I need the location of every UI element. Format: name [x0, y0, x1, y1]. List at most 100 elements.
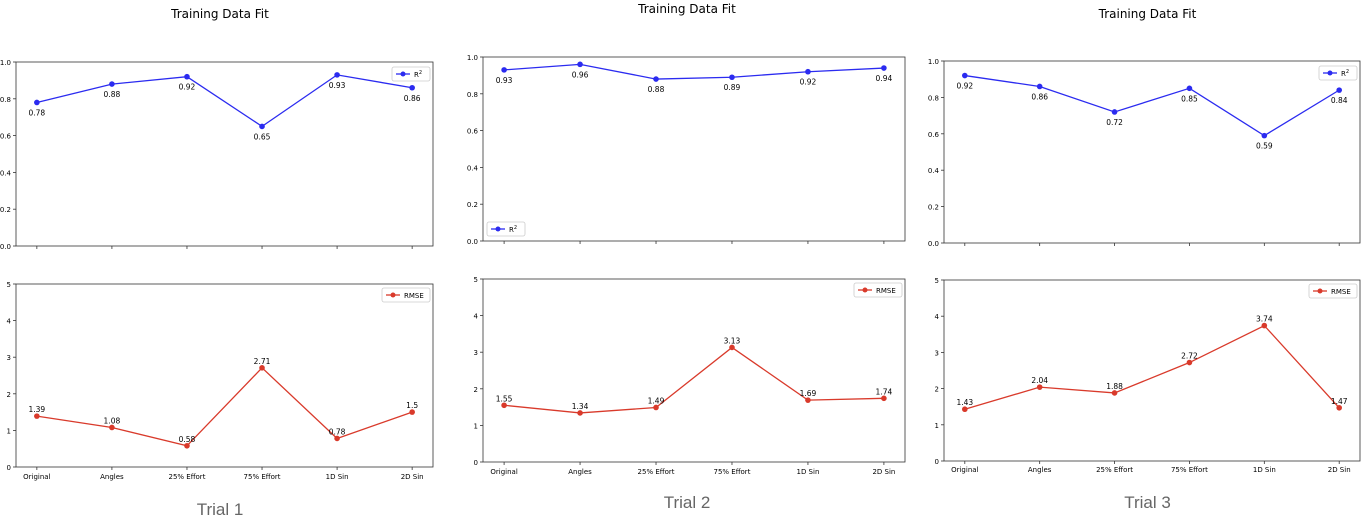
y-tick-label: 0.4 — [0, 169, 12, 177]
y-tick-label: 1 — [474, 422, 478, 430]
y-tick-label: 0 — [935, 458, 939, 466]
rmse-data-label: 2.71 — [254, 357, 271, 366]
rmse-point — [1036, 384, 1043, 390]
rmse-point — [1336, 404, 1342, 411]
rmse-data-label: 1.34 — [572, 402, 589, 411]
r2-line — [36, 74, 413, 128]
legend: RMSE — [853, 282, 903, 298]
rmse-data-label: 3.13 — [724, 336, 741, 345]
r2-data-label: 0.93 — [496, 76, 513, 85]
legend-box — [1308, 283, 1358, 299]
rmse-point — [1111, 390, 1118, 396]
plot-frame — [943, 60, 1361, 244]
legend-label: R2 — [1341, 69, 1349, 78]
rmse-point — [1261, 322, 1268, 329]
rmse-point — [962, 406, 968, 413]
r2-data-label: 0.84 — [1331, 96, 1348, 105]
rmse-point — [729, 344, 735, 351]
r2-data-label: 0.65 — [254, 132, 271, 141]
r2-data-label: 0.96 — [572, 70, 589, 79]
r2-point — [653, 76, 659, 82]
rmse-data-label: 1.74 — [876, 387, 893, 396]
legend-label: R2 — [414, 70, 422, 79]
x-tick-label: 1D Sin — [326, 473, 349, 481]
rmse-chart: 0 1 2 3 4 5 Original Angles 25% Effort 75% Effort… — [935, 277, 1361, 474]
x-tick-label: 1D Sin — [1253, 466, 1276, 474]
rmse-point — [881, 395, 887, 402]
x-tick-label: 75% Effort — [1171, 466, 1208, 474]
rmse-data-label: 1.39 — [28, 405, 45, 414]
r2-data-label: 0.94 — [876, 74, 893, 83]
legend-label: RMSE — [404, 292, 424, 300]
legend: R2 — [1318, 65, 1358, 81]
rmse-line — [964, 324, 1340, 410]
r2-chart: 0.0 0.2 0.4 0.6 0.8 1.0 0.93 0.96 0.88 0.89 0.92 0.… — [467, 54, 906, 246]
y-tick-label: 0.0 — [0, 243, 11, 251]
y-tick-label: 3 — [935, 349, 939, 357]
r2-data-label: 0.59 — [1256, 142, 1273, 151]
legend-label-superscript: 2 — [419, 70, 422, 76]
rmse-point — [259, 365, 265, 371]
r2-point — [184, 73, 190, 80]
r2-data-label: 0.88 — [648, 85, 665, 94]
rmse-data-label: 1.5 — [406, 401, 418, 410]
r2-point — [1261, 132, 1268, 139]
r2-data-label: 0.88 — [104, 90, 121, 99]
x-tick-label: 25% Effort — [1096, 466, 1133, 474]
y-tick-label: 0.2 — [0, 206, 11, 214]
r2-point — [259, 123, 265, 130]
r2-data-label: 0.89 — [724, 83, 741, 92]
r2-chart: 0.0 0.2 0.4 0.6 0.8 1.0 0.78 0.88 0.92 0.65 0.93 0.… — [0, 59, 434, 251]
chart-title: Training Data Fit — [171, 7, 269, 21]
rmse-point — [1186, 359, 1193, 366]
rmse-data-label: 0.58 — [179, 435, 196, 444]
legend-label-superscript: 2 — [514, 225, 517, 231]
x-tick-label: Angles — [1028, 466, 1052, 474]
r2-data-label: 0.85 — [1181, 94, 1198, 103]
y-tick-label: 1.0 — [467, 54, 478, 62]
legend-label: RMSE — [1331, 288, 1351, 296]
r2-point — [409, 84, 415, 91]
x-tick-label: 2D Sin — [872, 468, 895, 476]
rmse-line — [504, 346, 884, 414]
x-tick-label: Angles — [100, 473, 124, 481]
plot-frame — [943, 279, 1361, 462]
y-tick-label: 0.8 — [467, 91, 478, 99]
rmse-point — [409, 409, 415, 415]
legend: RMSE — [1308, 283, 1358, 299]
trial-label: Trial 3 — [1124, 493, 1171, 512]
r2-point — [805, 68, 811, 75]
r2-data-label: 0.92 — [956, 82, 973, 91]
rmse-data-label: 1.08 — [104, 416, 121, 425]
rmse-point — [34, 413, 40, 419]
r2-chart: 0.0 0.2 0.4 0.6 0.8 1.0 0.92 0.86 0.72 0.85 0.59 0.… — [928, 58, 1361, 248]
r2-point — [501, 67, 507, 73]
y-tick-label: 3 — [7, 354, 11, 362]
r2-data-label: 0.72 — [1106, 118, 1123, 127]
y-tick-label: 1.0 — [928, 58, 939, 66]
y-tick-label: 0.2 — [928, 204, 939, 212]
legend-marker — [400, 71, 406, 77]
r2-point — [577, 61, 583, 68]
y-tick-label: 0.8 — [928, 94, 939, 102]
r2-data-label: 0.92 — [800, 78, 817, 87]
rmse-data-label: 3.74 — [1256, 315, 1273, 324]
r2-point — [881, 65, 887, 71]
y-tick-label: 0.4 — [928, 167, 940, 175]
x-tick-label: 75% Effort — [244, 473, 281, 481]
legend-marker — [862, 287, 868, 293]
rmse-data-label: 1.43 — [956, 398, 973, 407]
y-tick-label: 4 — [474, 313, 479, 321]
x-tick-label: 25% Effort — [169, 473, 206, 481]
r2-point — [1186, 85, 1193, 92]
y-tick-label: 2 — [7, 391, 11, 399]
rmse-data-label: 1.88 — [1106, 382, 1123, 391]
trial-label: Trial 2 — [663, 493, 711, 512]
y-tick-label: 3 — [474, 349, 478, 357]
rmse-line — [36, 366, 413, 447]
r2-point — [1336, 87, 1342, 93]
rmse-chart: 0 1 2 3 4 5 Original Angles 25% Effort 75% Effort… — [474, 276, 906, 476]
y-tick-label: 5 — [474, 276, 478, 284]
y-tick-label: 0.6 — [467, 128, 479, 136]
rmse-data-label: 0.78 — [329, 427, 346, 436]
